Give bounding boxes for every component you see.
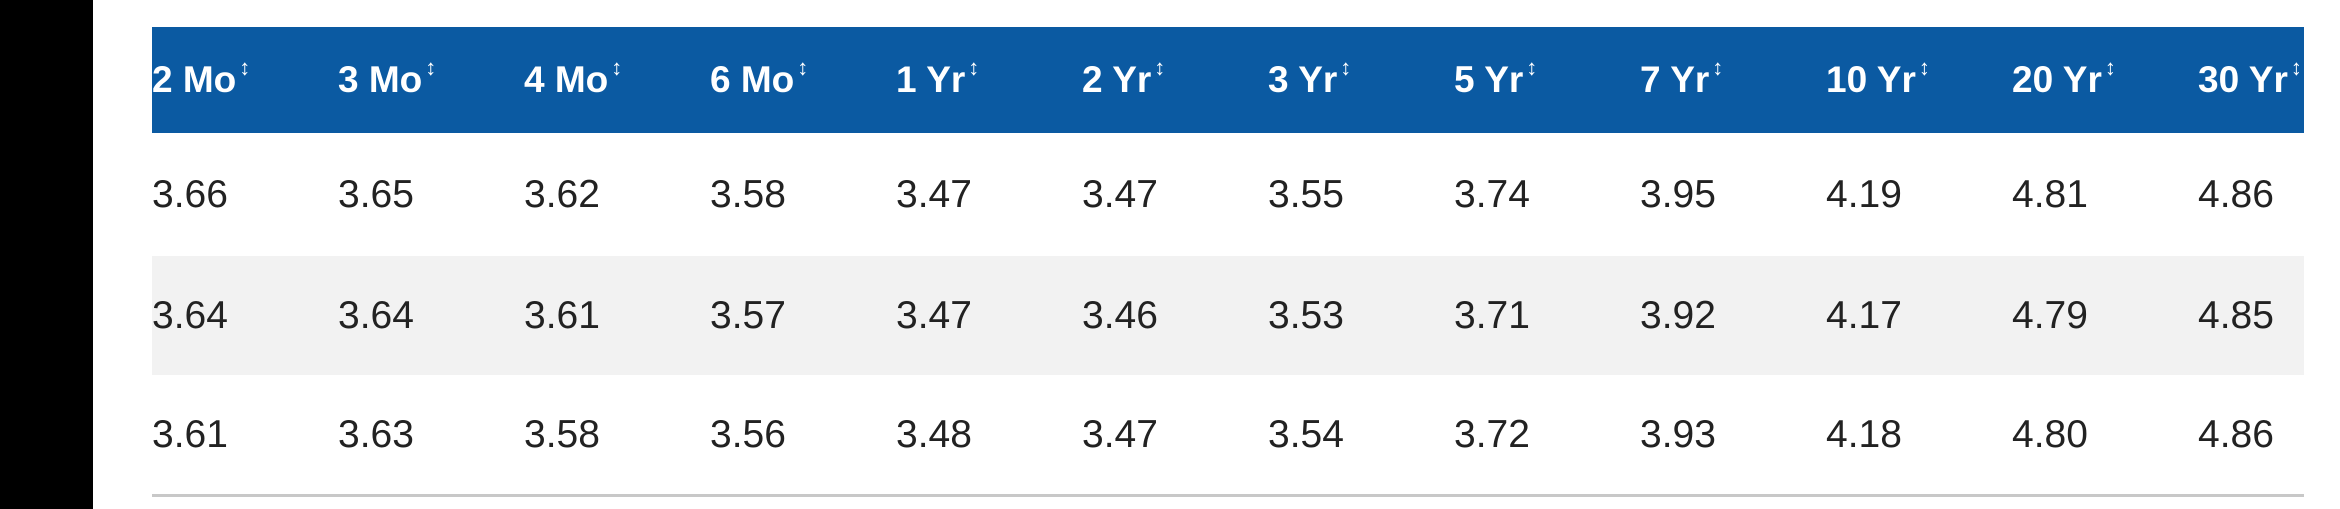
table-cell: 3.58 — [710, 172, 786, 216]
table-cell: 3.74 — [1454, 172, 1530, 216]
table-cell: 3.47 — [896, 293, 972, 337]
table-cell: 3.93 — [1640, 412, 1716, 456]
table-cell: 3.55 — [1268, 172, 1344, 216]
table-cell: 3.56 — [710, 412, 786, 456]
column-header[interactable]: 20 Yr — [2012, 27, 2116, 133]
left-strip — [0, 0, 93, 509]
column-header[interactable]: 4 Mo — [524, 27, 622, 133]
table-cell: 4.85 — [2198, 293, 2274, 337]
table-cell: 4.79 — [2012, 293, 2088, 337]
table-cell: 4.18 — [1826, 412, 1902, 456]
table-cell: 3.72 — [1454, 412, 1530, 456]
table-cell: 3.47 — [1082, 172, 1158, 216]
table-cell: 4.80 — [2012, 412, 2088, 456]
column-header[interactable]: 6 Mo — [710, 27, 808, 133]
column-header[interactable]: 3 Mo — [338, 27, 436, 133]
table-cell: 3.62 — [524, 172, 600, 216]
table-cell: 3.47 — [1082, 412, 1158, 456]
table-cell: 3.48 — [896, 412, 972, 456]
table-cell: 3.61 — [152, 412, 228, 456]
table-cell: 3.64 — [338, 293, 414, 337]
table-cell: 4.81 — [2012, 172, 2088, 216]
rates-table: 2 Mo 3 Mo 4 Mo 6 Mo 1 Yr 2 Yr 3 Yr 5 Yr 7 Yr 10 Y… — [152, 27, 2304, 497]
table-cell: 3.95 — [1640, 172, 1716, 216]
table-cell: 4.86 — [2198, 172, 2274, 216]
table-cell: 3.54 — [1268, 412, 1344, 456]
table-cell: 3.63 — [338, 412, 414, 456]
column-header[interactable]: 5 Yr — [1454, 27, 1537, 133]
table-cell: 3.92 — [1640, 293, 1716, 337]
column-header[interactable]: 1 Yr — [896, 27, 979, 133]
table-cell: 3.64 — [152, 293, 228, 337]
column-header[interactable]: 2 Mo — [152, 27, 250, 133]
table-cell: 3.58 — [524, 412, 600, 456]
column-header[interactable]: 3 Yr — [1268, 27, 1351, 133]
table-cell: 3.53 — [1268, 293, 1344, 337]
table-cell: 3.65 — [338, 172, 414, 216]
table-header: 2 Mo 3 Mo 4 Mo 6 Mo 1 Yr 2 Yr 3 Yr 5 Yr 7 Yr 10 Y… — [152, 27, 2304, 133]
table-cell: 3.61 — [524, 293, 600, 337]
table-row: 3.66 3.65 3.62 3.58 3.47 3.47 3.55 3.74 3.95 4.19… — [152, 133, 2304, 256]
table-cell: 4.19 — [1826, 172, 1902, 216]
table-row: 3.64 3.64 3.61 3.57 3.47 3.46 3.53 3.71 3.92 4.17… — [152, 256, 2304, 375]
table-cell: 3.46 — [1082, 293, 1158, 337]
column-header[interactable]: 30 Yr — [2198, 27, 2302, 133]
table-row: 3.61 3.63 3.58 3.56 3.48 3.47 3.54 3.72 3.93 4.18… — [152, 375, 2304, 494]
table-cell: 3.47 — [896, 172, 972, 216]
table-cell: 4.86 — [2198, 412, 2274, 456]
column-header[interactable]: 2 Yr — [1082, 27, 1165, 133]
table-cell: 3.57 — [710, 293, 786, 337]
column-header[interactable]: 10 Yr — [1826, 27, 1930, 133]
column-header[interactable]: 7 Yr — [1640, 27, 1723, 133]
table-cell: 4.17 — [1826, 293, 1902, 337]
table-cell: 3.66 — [152, 172, 228, 216]
table-cell: 3.71 — [1454, 293, 1530, 337]
table-bottom-border — [152, 494, 2304, 497]
